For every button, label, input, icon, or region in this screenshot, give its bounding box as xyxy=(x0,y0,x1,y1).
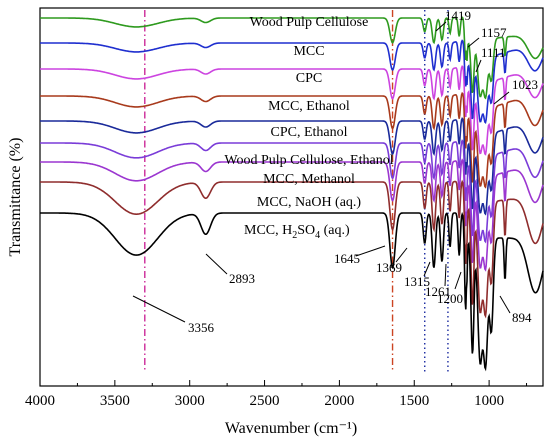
x-tick-label: 2500 xyxy=(250,393,280,409)
series-line xyxy=(40,211,544,372)
series-line xyxy=(40,16,544,100)
series-label-h2so4: MCC, H2SO4 (aq.) xyxy=(244,223,350,241)
annotation-leader xyxy=(355,245,386,257)
annotation-leader xyxy=(205,253,228,275)
series-line xyxy=(40,65,544,156)
series-line xyxy=(40,91,544,189)
peak-label: 1111 xyxy=(481,45,506,60)
x-axis: 4000 3500 3000 2500 2000 1500 1000 xyxy=(25,380,528,409)
series-label: MCC, NaOH (aq.) xyxy=(257,195,362,210)
x-tick-label: 1500 xyxy=(399,393,429,409)
series-line xyxy=(40,117,544,216)
peak-label: 894 xyxy=(512,310,532,325)
peak-label: 1419 xyxy=(445,8,471,23)
peak-label: 1261 xyxy=(425,284,451,299)
series-label: MCC xyxy=(293,44,324,59)
series-label: Wood Pulp Cellulose, Ethanol xyxy=(224,153,393,168)
x-tick-label: 3000 xyxy=(175,393,205,409)
x-tick-label: 2000 xyxy=(324,393,354,409)
series-label-part: SO xyxy=(297,223,315,238)
peak-label: 1315 xyxy=(404,274,430,289)
series-label-part: 4 xyxy=(315,230,320,241)
peak-label: 1023 xyxy=(512,77,538,92)
series-label: Wood Pulp Cellulose xyxy=(250,15,369,30)
series-label-part: (aq.) xyxy=(320,223,350,238)
peak-label: 1157 xyxy=(481,25,507,40)
series-label-part: MCC, H xyxy=(244,223,292,238)
annotation-leader xyxy=(444,263,447,287)
peak-label: 1200 xyxy=(437,291,463,306)
series-line xyxy=(40,158,544,272)
annotation-leader xyxy=(493,91,510,105)
series-labels: Wood Pulp Cellulose MCC CPC MCC, Ethanol CPC… xyxy=(224,15,393,241)
series-label: CPC, Ethanol xyxy=(270,125,347,140)
series-label: MCC, Ethanol xyxy=(268,99,350,114)
x-tick-label: 3500 xyxy=(100,393,130,409)
annotation-leader xyxy=(454,271,462,290)
x-tick-label: 1000 xyxy=(474,393,504,409)
peak-label: 1369 xyxy=(376,260,402,275)
annotation-leader xyxy=(475,59,482,73)
annotation-leader xyxy=(132,295,186,323)
spectra-traces xyxy=(40,16,544,372)
annotation-leader xyxy=(423,261,431,277)
annotation-leader xyxy=(499,295,511,314)
series-line xyxy=(40,179,544,319)
peak-label: 3356 xyxy=(188,320,215,335)
series-line xyxy=(40,139,544,244)
plot-frame xyxy=(39,7,544,387)
series-line xyxy=(40,39,544,124)
peak-label: 1645 xyxy=(334,251,360,266)
y-axis-label: Transmittance (%) xyxy=(7,138,24,257)
annotation-leader xyxy=(395,247,408,263)
reference-lines xyxy=(144,10,449,372)
series-label: MCC, Methanol xyxy=(263,172,355,187)
series-label: CPC xyxy=(296,71,322,86)
annotation-leader xyxy=(435,21,447,32)
x-tick-label: 4000 xyxy=(25,393,55,409)
annotation-leader xyxy=(467,37,480,48)
x-axis-label: Wavenumber (cm⁻¹) xyxy=(225,420,357,437)
peak-label: 2893 xyxy=(229,271,255,286)
series-label-part: 2 xyxy=(292,230,297,241)
